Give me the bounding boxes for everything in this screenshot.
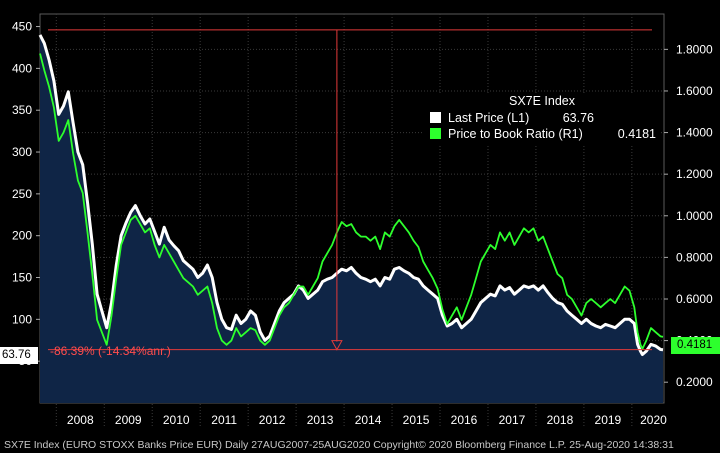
price-to-book-line xyxy=(39,53,664,350)
x-tick-label: 2018 xyxy=(547,413,574,427)
chart-footer: SX7E Index (EURO STOXX Banks Price EUR) … xyxy=(4,439,674,451)
x-tick-label: 2019 xyxy=(595,413,622,427)
x-tick-label: 2015 xyxy=(403,413,430,427)
right-tick-label: 1.8000 xyxy=(676,42,713,56)
x-tick-label: 2012 xyxy=(259,413,286,427)
right-tick-label: 1.4000 xyxy=(676,126,713,140)
left-tick-label: 150 xyxy=(12,271,32,285)
right-tick-label: 0.2000 xyxy=(676,375,713,389)
x-tick-label: 2017 xyxy=(499,413,526,427)
right-tick-label: 1.0000 xyxy=(676,209,713,223)
legend-entry-last-price: Last Price (L1) 63.76 xyxy=(430,110,658,126)
left-tick-label: 300 xyxy=(12,145,32,159)
legend-name-price-to-book: Price to Book Ratio (R1) xyxy=(448,127,583,141)
legend-swatch-last-price xyxy=(430,112,441,123)
left-tick-label: 400 xyxy=(12,61,32,75)
reference-lines xyxy=(48,29,652,351)
price-area xyxy=(40,34,664,404)
x-tick-label: 2013 xyxy=(307,413,334,427)
x-tick-label: 2020 xyxy=(640,413,667,427)
legend-entry-price-to-book: Price to Book Ratio (R1) 0.4181 xyxy=(430,126,658,142)
left-tick-label: 350 xyxy=(12,103,32,117)
left-tick-label: 200 xyxy=(12,229,32,243)
price-to-book-label: 0.4181 xyxy=(671,337,720,354)
right-tick-label: 1.6000 xyxy=(676,84,713,98)
legend-name-last-price: Last Price (L1) xyxy=(448,111,530,125)
legend-swatch-price-to-book xyxy=(430,128,441,139)
left-tick-label: 450 xyxy=(12,20,32,34)
last-price-label: 63.76 xyxy=(0,347,38,364)
left-tick-label: 250 xyxy=(12,187,32,201)
series-lines xyxy=(38,34,664,356)
reference-arrow xyxy=(331,340,343,351)
x-tick-label: 2014 xyxy=(355,413,382,427)
x-tick-label: 2009 xyxy=(115,413,142,427)
x-tick-label: 2008 xyxy=(67,413,94,427)
last-price-line xyxy=(38,34,664,356)
right-tick-label: 0.6000 xyxy=(676,292,713,306)
x-tick-label: 2016 xyxy=(451,413,478,427)
right-tick-label: 1.2000 xyxy=(676,167,713,181)
legend: SX7E Index Last Price (L1) 63.76 Price t… xyxy=(424,93,660,144)
legend-value-price-to-book: 0.4181 xyxy=(617,127,656,141)
legend-title: SX7E Index xyxy=(508,94,575,108)
left-tick-label: 100 xyxy=(12,312,32,326)
x-tick-label: 2011 xyxy=(211,413,237,427)
price-area-fill xyxy=(40,34,664,404)
legend-value-last-price: 63.76 xyxy=(562,111,594,125)
change-annotation: -86.39% (-14.34%anr.) xyxy=(50,344,171,358)
right-tick-label: 0.8000 xyxy=(676,250,713,264)
x-tick-label: 2010 xyxy=(163,413,190,427)
